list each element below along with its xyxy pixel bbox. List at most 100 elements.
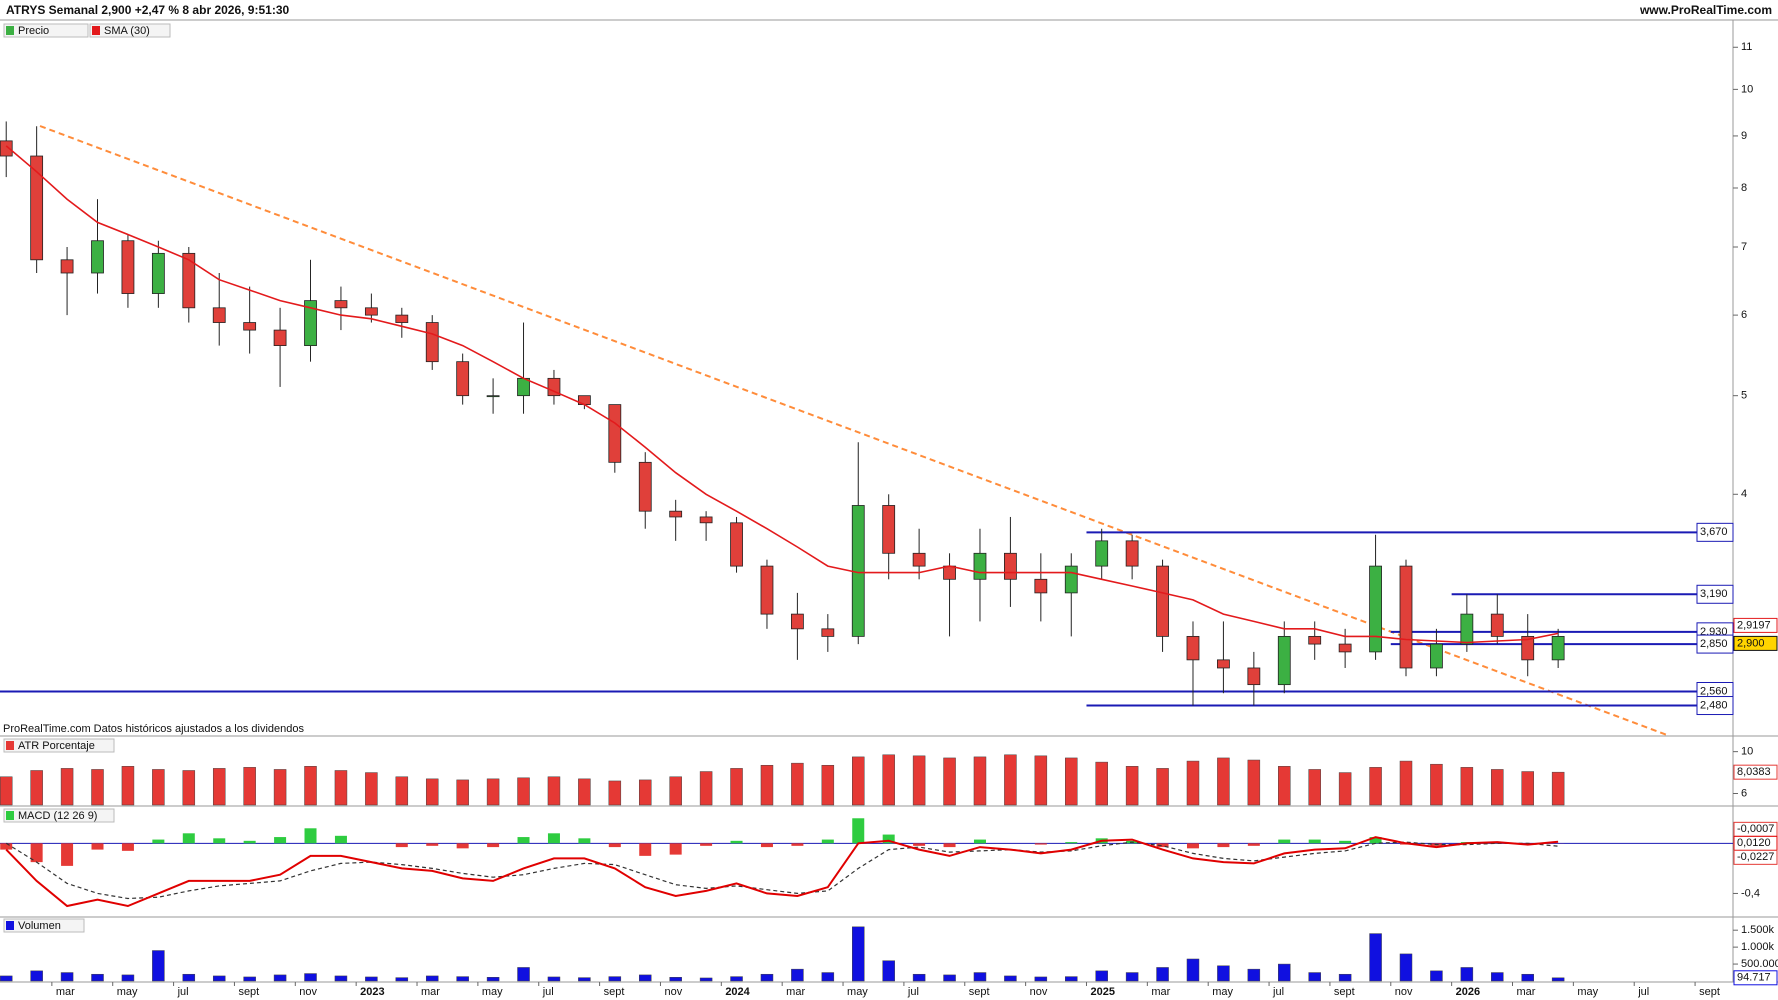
candle-body (0, 140, 13, 157)
candle-body (1460, 613, 1474, 645)
candle-body (1277, 635, 1291, 686)
candle-body (1125, 540, 1139, 567)
y-tick-label: 8 (1741, 182, 1747, 194)
histogram-bar (669, 843, 682, 855)
bar (943, 757, 956, 806)
x-tick-label: nov (664, 986, 682, 998)
bar (760, 973, 774, 982)
histogram-bar (913, 843, 926, 846)
bar (1034, 755, 1048, 806)
histogram-bar (487, 843, 500, 848)
panel-label-box[interactable] (3, 918, 85, 933)
bar (152, 950, 165, 982)
last-value-tag: -0,0007 (1737, 823, 1774, 835)
candle-body (334, 300, 348, 309)
candle-body (1034, 578, 1048, 594)
bar (91, 769, 104, 806)
bar (1186, 958, 1200, 982)
histogram-bar (700, 843, 713, 846)
bar (273, 769, 287, 806)
panel-label-box[interactable] (3, 738, 115, 753)
bar (1551, 977, 1565, 982)
last-price-tag: 2,900 (1737, 637, 1765, 649)
bar (669, 977, 682, 982)
candle-body (1217, 659, 1230, 669)
bar (1004, 975, 1017, 982)
legend-box[interactable] (3, 23, 89, 38)
legend-swatch (6, 26, 14, 35)
last-value-tag-box (1733, 970, 1778, 986)
candle-body (730, 522, 743, 567)
candle-body (638, 461, 652, 512)
bar (334, 975, 348, 982)
x-tick-label: may (117, 986, 138, 998)
line (5, 145, 1559, 644)
legend-swatch (92, 26, 100, 35)
bar (1125, 972, 1139, 982)
last-value-tag: 2,9197 (1737, 619, 1771, 631)
x-tick-label: 2025 (1090, 986, 1114, 998)
bar (791, 968, 804, 982)
bar (943, 974, 956, 982)
last-value-tag: 8,0383 (1737, 766, 1771, 778)
bar (1125, 766, 1139, 806)
y-tick-label: 6 (1741, 787, 1747, 799)
histogram-bar (182, 833, 195, 844)
bar (638, 974, 652, 982)
x-tick-label: nov (299, 986, 317, 998)
bar (1065, 757, 1078, 806)
histogram-bar (608, 843, 621, 848)
bar (1278, 766, 1291, 806)
histogram-bar (730, 840, 743, 844)
bar (760, 764, 774, 806)
bar (365, 976, 378, 982)
histogram-bar (1065, 842, 1078, 844)
x-tick-label: mar (1151, 986, 1170, 998)
candle-body (30, 155, 44, 261)
candle-body (943, 565, 956, 580)
bar (578, 977, 591, 982)
x-tick-label: jul (907, 986, 919, 998)
bar (60, 768, 74, 806)
bar (486, 778, 500, 806)
bar (1460, 767, 1474, 806)
bar (730, 976, 743, 982)
panel-label-box[interactable] (3, 808, 115, 823)
candle-body (121, 240, 135, 294)
candle-body (1490, 613, 1504, 637)
bar (1308, 972, 1321, 982)
candle-body (151, 252, 165, 294)
histogram-bar (304, 828, 317, 844)
bar (30, 970, 43, 982)
legend-swatch (6, 741, 14, 750)
histogram-bar (973, 839, 986, 844)
candle-body (425, 322, 439, 363)
bar (1369, 933, 1382, 982)
y-tick-label: 1.000k (1741, 941, 1775, 953)
candle-body (1247, 667, 1261, 686)
x-tick-label: mar (421, 986, 440, 998)
histogram-bar (1247, 843, 1260, 846)
line (5, 836, 1559, 908)
histogram-bar (243, 840, 256, 844)
bar (1551, 771, 1565, 806)
level-box (1696, 584, 1734, 604)
x-tick-label: nov (1030, 986, 1048, 998)
panel-title: ATR Porcentaje (18, 740, 95, 752)
candle-body (1551, 635, 1565, 661)
bar (1034, 976, 1048, 982)
x-tick-label: jul (177, 986, 189, 998)
histogram-bar (1186, 843, 1199, 849)
last-price-tag-box (1733, 635, 1778, 651)
bar (1399, 760, 1413, 806)
level-box (1696, 522, 1734, 542)
bar (1217, 757, 1230, 806)
bar (517, 777, 530, 806)
bar (212, 975, 226, 982)
x-tick-label: sept (238, 986, 259, 998)
x-tick-label: may (1212, 986, 1233, 998)
bar (1430, 763, 1443, 806)
legend-box[interactable] (89, 23, 171, 38)
bar (1338, 973, 1352, 982)
